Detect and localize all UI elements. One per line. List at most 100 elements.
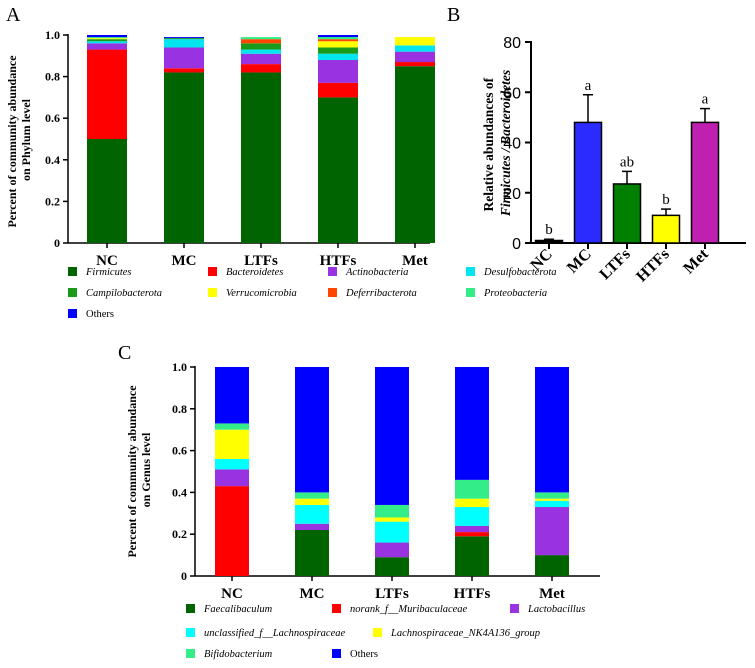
panel-letter-c: C xyxy=(118,342,131,364)
panel-b-x-tick-label-ltfs: LTFs xyxy=(596,246,633,283)
panel-a-legend-label-proteobacteria: Proteobacteria xyxy=(483,288,547,299)
panel-c-chart: 0 0.2 0.4 0.6 0.8 1.0 NC MC LTFs HTFs Met Faecalib… xyxy=(125,360,600,660)
panel-c-y-tick-label: 1.0 xyxy=(172,360,187,374)
panel-a-bar-nc-others xyxy=(87,35,127,38)
panel-c-bar-ltfs-bifidobacterium xyxy=(375,504,409,518)
panel-a-bar-mc-actinobacteria xyxy=(164,47,204,69)
panel-c-bar-met-faecalibaculum xyxy=(535,555,569,576)
panel-a-legend-label-verrucomicrobia: Verrucomicrobia xyxy=(226,288,297,299)
panel-c-bar-mc-lachnospiraceae-nk4a136-group xyxy=(295,498,329,505)
panel-a-legend-swatch-desulfobacterota xyxy=(466,267,475,276)
panel-b-x-tick-label-htfs: HTFs xyxy=(633,246,673,286)
panel-a-y-label-line-1: Percent of community abundance xyxy=(5,55,19,228)
panel-a-bar-nc-proteobacteria xyxy=(87,37,127,39)
panel-a-legend-label-desulfobacterota: Desulfobacterota xyxy=(483,267,557,278)
panel-c-bar-nc-lachnospiraceae-nk4a136-group xyxy=(215,429,249,459)
panel-a-bar-nc-campilobacterota xyxy=(87,39,127,42)
panel-b-x-tick-label-mc: MC xyxy=(564,246,595,277)
panel-a-x-tick-label-ltfs: LTFs xyxy=(244,253,278,269)
panel-c-bar-ltfs-lactobacillus xyxy=(375,542,409,558)
panel-c-bar-met-others xyxy=(535,367,569,493)
panel-c-bar-met-bifidobacterium xyxy=(535,492,569,499)
panel-c-legend-label-bifidobacterium: Bifidobacterium xyxy=(204,649,273,660)
panel-c-bar-htfs-lactobacillus xyxy=(455,525,489,533)
panel-a-legend-swatch-campilobacterota xyxy=(68,288,77,297)
panel-c-legend-swatch-bifidobacterium xyxy=(186,649,195,658)
panel-c-legend-label-unclassified-f-lachnospiraceae: unclassified_f__Lachnospiraceae xyxy=(204,628,345,639)
panel-c-bar-ltfs-others xyxy=(375,367,409,505)
panel-a-legend-swatch-bacteroidetes xyxy=(208,267,217,276)
panel-a-bar-htfs-others xyxy=(318,35,358,38)
panel-b-significance-htfs: b xyxy=(662,192,670,208)
panel-a-bar-mc-desulfobacterota xyxy=(164,39,204,48)
panel-a-legend-label-others: Others xyxy=(86,309,114,320)
panel-b-y-tick-label: 40 xyxy=(503,136,521,153)
panel-a-bar-met-desulfobacterota xyxy=(395,45,435,52)
panel-a-legend-label-firmicutes: Firmicutes xyxy=(85,267,132,278)
panel-c-y-tick-label: 0.2 xyxy=(172,527,187,541)
panel-c-y-label-line-1: Percent of community abundance xyxy=(125,385,139,558)
panel-c-bar-ltfs-faecalibaculum xyxy=(375,557,409,576)
panel-a-bar-nc-verrucomicrobia xyxy=(87,38,127,40)
panel-b-significance-met: a xyxy=(702,92,709,108)
panel-a-bar-ltfs-campilobacterota xyxy=(241,43,281,50)
panel-a-bar-mc-firmicutes xyxy=(164,72,204,243)
panel-c-bar-mc-others xyxy=(295,367,329,493)
panel-b-bar-htfs xyxy=(651,214,681,244)
panel-c-bar-nc-others xyxy=(215,367,249,424)
panel-a-y-tick-label: 0.2 xyxy=(45,194,60,208)
panel-a-bar-mc-others xyxy=(164,37,204,39)
panel-a-y-tick-label: 0.6 xyxy=(45,111,60,125)
panel-c-bar-mc-faecalibaculum xyxy=(295,530,329,576)
panel-a-legend-swatch-proteobacteria xyxy=(466,288,475,297)
panel-a-legend-label-actinobacteria: Actinobacteria xyxy=(345,267,408,278)
panel-c-legend-swatch-lactobacillus xyxy=(510,604,519,613)
panel-a-y-tick-label: 0.4 xyxy=(45,153,60,167)
panel-a-bar-htfs-deferribacterota xyxy=(318,39,358,42)
panel-letter-a: A xyxy=(6,4,21,26)
panel-c-y-tick-label: 0 xyxy=(181,569,187,583)
panel-a-bar-nc-desulfobacterota xyxy=(87,41,127,44)
panel-a-x-tick-label-mc: MC xyxy=(172,253,197,269)
panel-c-bar-htfs-lachnospiraceae-nk4a136-group xyxy=(455,498,489,508)
panel-a-bar-ltfs-deferribacterota xyxy=(241,39,281,44)
panel-c-bar-ltfs-lachnospiraceae-nk4a136-group xyxy=(375,517,409,522)
panel-a-bar-htfs-firmicutes xyxy=(318,97,358,244)
panel-a-bar-htfs-proteobacteria xyxy=(318,37,358,40)
panel-a-legend: Firmicutes Bacteroidetes Actinobacteria Des… xyxy=(68,267,557,320)
panel-c-x-tick-label-nc: NC xyxy=(221,586,243,602)
panel-a-bar-mc-campilobacterota xyxy=(164,38,204,40)
panel-c-legend-swatch-unclassified-f-lachnospiraceae xyxy=(186,628,195,637)
panel-c-bar-htfs-norank-f-muribaculaceae xyxy=(455,532,489,537)
panel-a-bar-met-verrucomicrobia xyxy=(395,37,435,46)
panel-a-bar-nc-actinobacteria xyxy=(87,43,127,50)
panel-b-y-tick-label: 80 xyxy=(503,35,521,52)
panel-letter-b: B xyxy=(447,4,460,26)
panel-a-legend-swatch-deferribacterota xyxy=(328,288,337,297)
panel-a-bar-ltfs-actinobacteria xyxy=(241,53,281,65)
panel-b-y-tick-label: 20 xyxy=(503,186,521,203)
panel-a-bar-htfs-desulfobacterota xyxy=(318,53,358,60)
panel-c-bar-met-lactobacillus xyxy=(535,507,569,556)
panel-a-legend-label-campilobacterota: Campilobacterota xyxy=(86,288,162,299)
panel-a-y-tick-label: 0.8 xyxy=(45,70,60,84)
panel-a-bar-met-firmicutes xyxy=(395,66,435,243)
panel-c-bar-mc-lactobacillus xyxy=(295,523,329,531)
panel-a-y-tick-label: 0 xyxy=(54,236,60,250)
panel-a-legend-swatch-verrucomicrobia xyxy=(208,288,217,297)
panel-c-legend: Faecalibaculum norank_f__Muribaculaceae La… xyxy=(186,604,585,660)
panel-c-x-tick-label-htfs: HTFs xyxy=(454,586,491,602)
panel-c-bar-nc-lactobacillus xyxy=(215,469,249,487)
panel-c-y-axis-label: Percent of community abundance on Genus … xyxy=(125,382,153,557)
panel-c-bar-met-unclassified-f-lachnospiraceae xyxy=(535,500,569,508)
panel-a-legend-swatch-actinobacteria xyxy=(328,267,337,276)
panel-c-bar-mc-bifidobacterium xyxy=(295,492,329,499)
panel-a-x-tick-label-met: Met xyxy=(402,253,428,269)
panel-a-legend-swatch-others xyxy=(68,309,77,318)
panel-a-bar-nc-firmicutes xyxy=(87,139,127,243)
panel-c-x-tick-label-ltfs: LTFs xyxy=(375,586,409,602)
panel-b-bar-met xyxy=(690,121,720,244)
panel-b-significance-ltfs: ab xyxy=(620,154,634,170)
panel-c-y-tick-label: 0.6 xyxy=(172,444,187,458)
